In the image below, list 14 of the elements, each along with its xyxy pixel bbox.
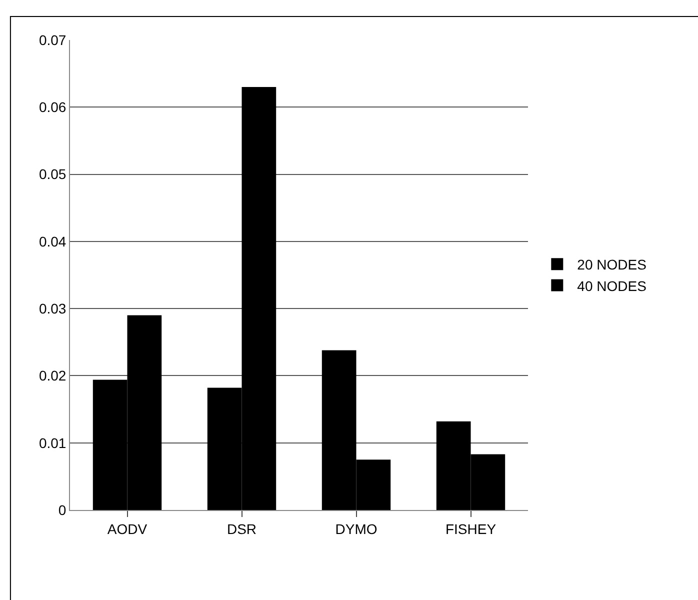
x-tick-label: FISHEY [445, 520, 497, 537]
x-tick-label: AODV [107, 520, 148, 537]
y-tick-label: 0.07 [38, 32, 66, 48]
y-tick-label: 0.02 [38, 368, 66, 384]
legend-label: 40 NODES [577, 278, 646, 294]
y-tick-label: 0.06 [38, 99, 66, 116]
y-tick-label: 0 [58, 502, 66, 518]
x-tick-label: DYMO [335, 520, 378, 537]
x-tick-label: DSR [226, 520, 257, 537]
legend-label: 20 NODES [577, 256, 646, 273]
y-tick-label: 0.03 [38, 300, 66, 316]
y-tick-label: 0.04 [38, 233, 66, 250]
y-tick-label: 0.01 [38, 434, 66, 451]
y-tick-label: 0.05 [38, 166, 66, 182]
